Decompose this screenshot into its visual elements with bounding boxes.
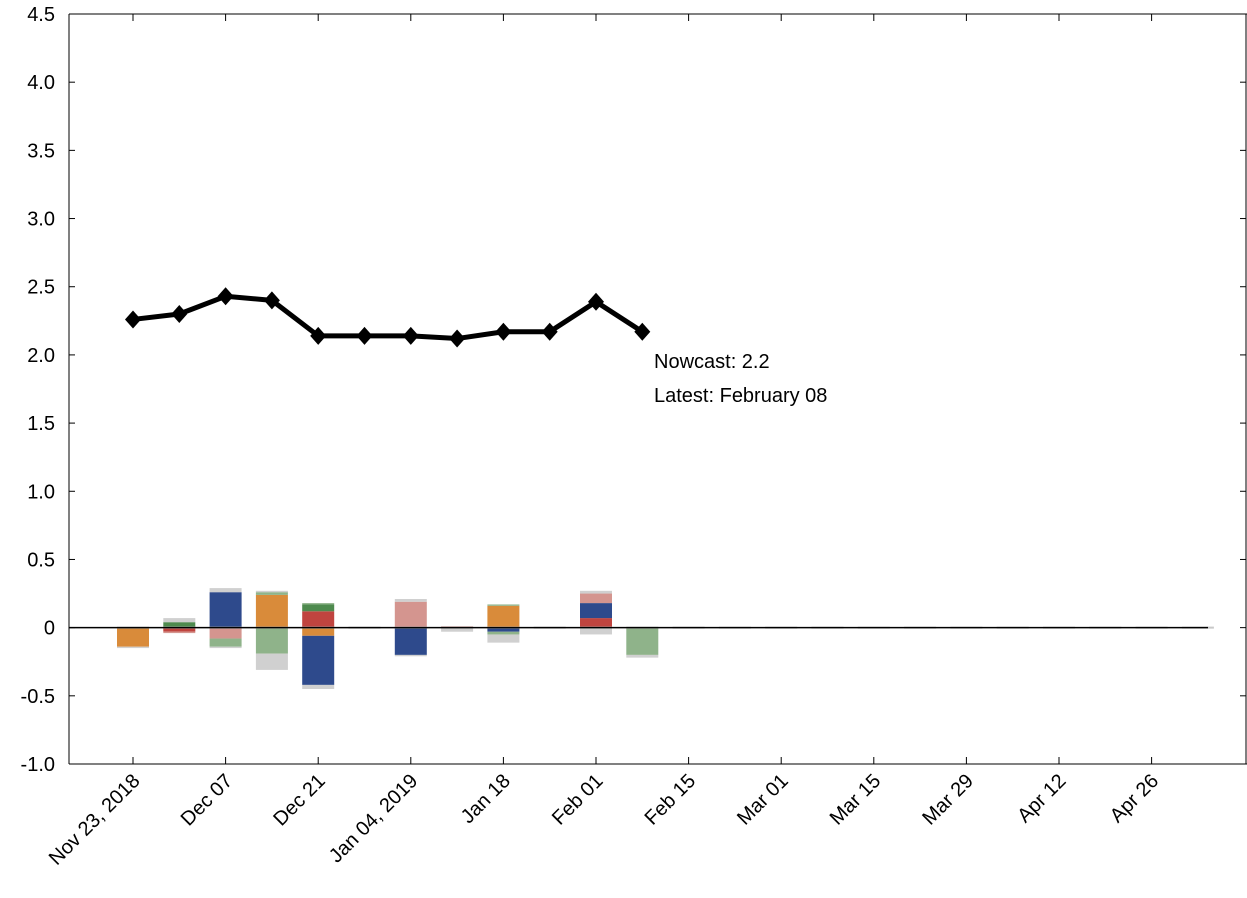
- y-tick-label: -1.0: [21, 754, 55, 776]
- y-tick-label: 4.0: [27, 72, 55, 94]
- contribution-bar-segment: [255, 592, 288, 595]
- nowcast-point-marker: [634, 322, 651, 341]
- contribution-bar-segment: [163, 618, 196, 623]
- nowcast-point-marker: [125, 310, 141, 329]
- x-tick-label: Dec 21: [269, 770, 329, 830]
- contribution-bar-segment: [302, 603, 335, 605]
- latest-date-label: Latest: February 08: [654, 385, 827, 407]
- nowcast-point-marker: [588, 292, 604, 311]
- contribution-bar-segment: [487, 634, 520, 643]
- y-tick-label: 1.5: [27, 413, 55, 435]
- contribution-bar-segment: [255, 653, 288, 670]
- contribution-bar-segment: [302, 604, 335, 612]
- contribution-bar-segment: [163, 627, 196, 632]
- contribution-bar-segment: [255, 627, 288, 654]
- contribution-bar-segment: [302, 611, 335, 628]
- contribution-bar-segment: [487, 604, 520, 606]
- nowcast-point-marker: [495, 322, 512, 341]
- y-tick-label: 2.5: [27, 277, 55, 299]
- y-tick-label: 3.0: [27, 209, 55, 231]
- contribution-bar-segment: [394, 654, 427, 657]
- nowcast-point-marker: [263, 291, 280, 310]
- nowcast-annotation: Nowcast: 2.2 Latest: February 08: [654, 351, 827, 407]
- y-tick-label: -0.5: [21, 686, 55, 708]
- contribution-bar-segment: [626, 627, 659, 655]
- contribution-bar-segment: [580, 590, 612, 594]
- contribution-bar-segment: [487, 631, 520, 635]
- contribution-bar-segment: [163, 631, 196, 634]
- axes: -1.0 -0.5 0 0.5 1.0 1.5 2.0 2.5 3.0 3.5 4.0 4.5 Nov …: [21, 4, 1247, 870]
- x-tick-label: Jan 04, 2019: [325, 770, 422, 867]
- y-tick-label: 1.0: [27, 481, 55, 503]
- contribution-bar-segment: [626, 654, 659, 658]
- contribution-bar-segment: [209, 638, 242, 647]
- contribution-bar-segment: [580, 627, 612, 635]
- contribution-bar-segment: [394, 599, 427, 602]
- contribution-bar-segment: [117, 627, 149, 647]
- contribution-bar-segment: [580, 593, 612, 604]
- nowcast-point-marker: [217, 287, 234, 306]
- contribution-bar-segment: [209, 588, 242, 593]
- contribution-bars: [117, 588, 1214, 689]
- contribution-bar-segment: [302, 684, 335, 689]
- nowcast-point-marker: [402, 326, 419, 345]
- contribution-bar-segment: [163, 622, 196, 628]
- y-tick-label: 3.5: [27, 140, 55, 162]
- x-tick-label: Apr 26: [1106, 770, 1163, 827]
- x-tick-label: Feb 01: [548, 770, 608, 830]
- contribution-bar-segment: [394, 601, 427, 628]
- contribution-bar-segment: [209, 646, 242, 649]
- y-tick-label: 0: [44, 618, 55, 640]
- nowcast-point-marker: [310, 326, 327, 345]
- x-tick-label: Mar 29: [918, 770, 978, 830]
- nowcast-point-marker: [171, 305, 188, 323]
- nowcast-point-marker: [449, 329, 466, 348]
- contribution-bar-segment: [209, 627, 242, 639]
- nowcast-point-marker: [541, 322, 558, 341]
- contribution-bar-segment: [255, 590, 288, 593]
- contribution-bar-segment: [580, 603, 612, 619]
- x-tick-label: Feb 15: [641, 770, 701, 830]
- contribution-bar-segment: [487, 605, 520, 628]
- contribution-bar-segment: [394, 627, 427, 655]
- contribution-bar-segment: [302, 635, 335, 685]
- nowcast-value-label: Nowcast: 2.2: [654, 351, 770, 373]
- contribution-bar-segment: [255, 594, 288, 628]
- x-tick-label: Jan 18: [457, 770, 515, 828]
- y-tick-label: 0.5: [27, 549, 55, 571]
- contribution-bar-segment: [580, 618, 612, 628]
- contribution-bar-segment: [487, 627, 520, 632]
- x-tick-label: Nov 23, 2018: [45, 770, 145, 870]
- x-tick-label: Mar 01: [733, 770, 793, 830]
- x-tick-label: Mar 15: [826, 770, 886, 830]
- nowcast-line-path: [132, 293, 644, 342]
- contribution-bar-segment: [441, 627, 474, 632]
- nowcast-line: [125, 287, 651, 348]
- contribution-bar-segment: [117, 646, 149, 649]
- y-tick-label: 4.5: [27, 4, 55, 26]
- contribution-bar-segment: [302, 627, 335, 636]
- x-tick-label: Dec 07: [177, 770, 237, 830]
- nowcast-point-marker: [356, 326, 373, 345]
- x-tick-label: Apr 12: [1013, 770, 1070, 827]
- y-tick-label: 2.0: [27, 345, 55, 367]
- contribution-bar-segment: [209, 592, 242, 628]
